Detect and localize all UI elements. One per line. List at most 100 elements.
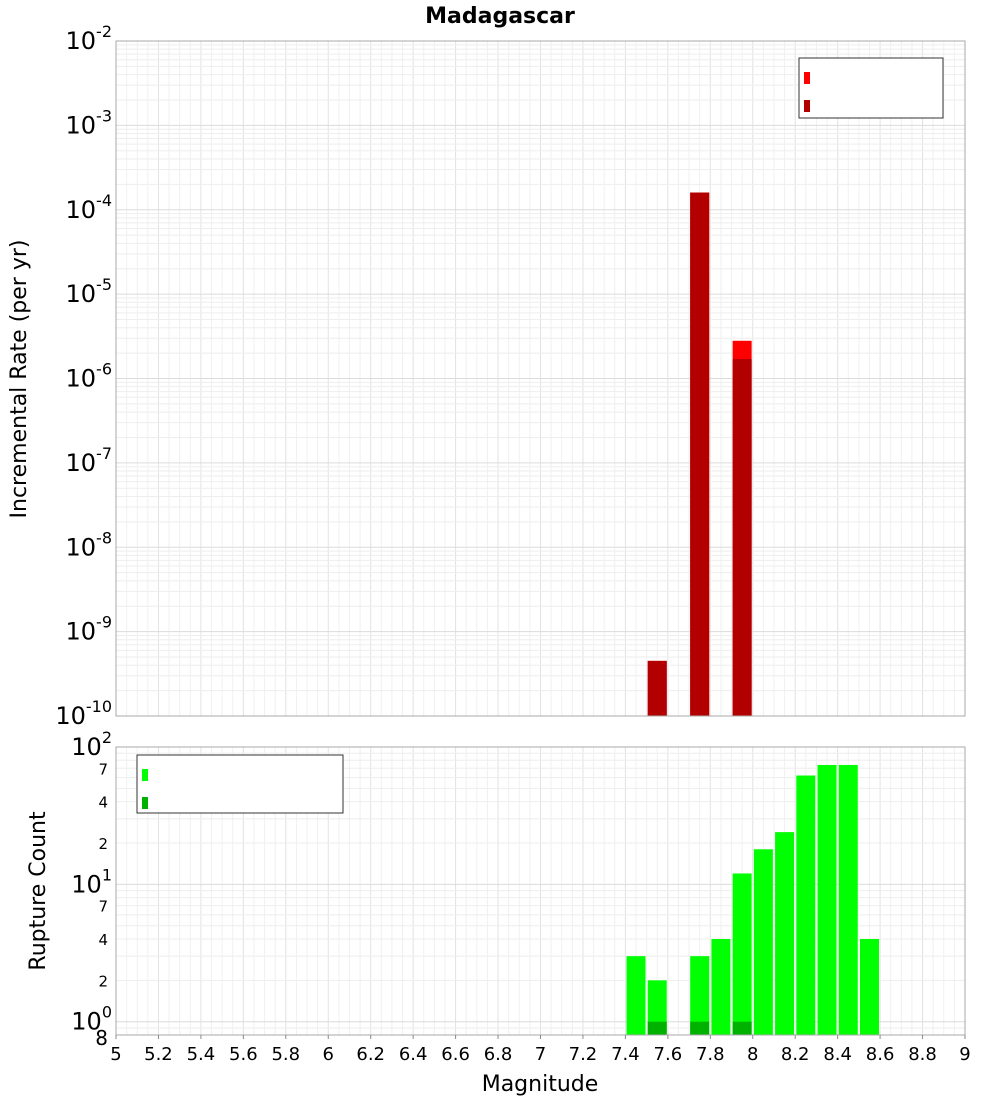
x-tick-label: 7.8 [696,1044,725,1065]
x-tick-label: 6 [323,1044,334,1065]
x-tick-label: 8.2 [781,1044,810,1065]
bottom-bar-available-ruptures [775,832,795,1035]
bottom-y-minor-tick-label: 4 [98,931,108,949]
top-y-tick-label: 10-6 [66,360,113,393]
bottom-bar-available-ruptures [732,873,752,1035]
bottom-y-major-tick-label: 102 [71,728,112,761]
bottom-bar-utilized-ruptures [647,1021,667,1035]
top-y-tick-label-exponent: -10 [86,697,112,716]
top-y-tick-label-base: 10 [66,280,97,308]
x-tick-labels: 5 5.2 5.4 5.6 5.8 6 6.2 6.4 6.6 6.8 7 7.2 7.4 7.6 7.8 8… [110,1035,971,1065]
bottom-y-minor-tick-label: 7 [98,760,108,778]
top-y-tick-label-base: 10 [66,533,97,561]
bottom-legend-swatch [142,769,148,781]
bottom-bar-available-ruptures [838,764,858,1035]
top-y-tick-label-base: 10 [66,449,97,477]
top-y-tick-label: 10-7 [66,444,113,477]
x-tick-label: 7.6 [654,1044,683,1065]
chart-title: Madagascar [425,4,575,29]
bottom-y-major-tick-label-exponent: 2 [102,728,112,747]
bottom-bar-available-ruptures [690,956,710,1035]
bottom-y-minor-tick-label: 7 [98,898,108,916]
top-legend-box [798,57,944,119]
bottom-y-major-tick-label-base: 10 [71,1008,102,1036]
x-tick-label: 6.2 [356,1044,385,1065]
x-tick-label: 5.2 [144,1044,173,1065]
top-y-tick-label-base: 10 [55,702,86,730]
top-y-tick-label-exponent: -7 [96,444,112,463]
x-tick-label: 5.6 [229,1044,258,1065]
bottom-y-minor-tick-label: 2 [98,972,108,990]
bottom-legend [136,754,344,814]
top-y-tick-label-exponent: -6 [96,360,112,379]
top-y-tick-label-exponent: -5 [96,275,112,294]
x-tick-label: 8 [747,1044,758,1065]
bottom-y-major-tick-label-base: 10 [71,870,102,898]
top-bar-nucleation [647,660,667,716]
x-tick-label: 7.2 [569,1044,598,1065]
bottom-bar-available-ruptures [626,956,646,1035]
x-tick-label: 7.4 [611,1044,640,1065]
x-tick-label: 6.4 [399,1044,428,1065]
top-y-tick-label: 10-8 [66,528,113,561]
bottom-bars [626,764,879,1035]
top-y-tick-label-exponent: -8 [96,528,112,547]
top-grid [115,40,966,717]
top-y-tick-label: 10-3 [66,106,113,139]
bottom-y-major-tick-label-exponent: 0 [102,1003,112,1022]
x-tick-label: 8.4 [823,1044,852,1065]
bottom-bar-utilized-ruptures [732,1021,752,1035]
top-bars [647,192,752,717]
bottom-y-axis-label: Rupture Count [26,811,51,971]
bottom-y-major-tick-label: 101 [71,865,112,898]
top-y-tick-label-base: 10 [66,111,97,139]
top-y-tick-label-base: 10 [66,365,97,393]
top-plot-frame [115,40,966,717]
bottom-bar-utilized-ruptures [690,1021,710,1035]
top-y-tick-label: 10-9 [66,613,113,646]
x-axis-label: Magnitude [482,1072,599,1097]
top-legend-swatch [804,100,810,112]
bottom-bar-available-ruptures [859,939,879,1035]
top-bar-nucleation [690,192,710,717]
top-legend-swatch [804,72,810,84]
bottom-y-major-tick-label: 100 [71,1003,112,1036]
x-tick-label: 5.4 [187,1044,216,1065]
top-y-tick-label: 10-4 [66,191,113,224]
x-tick-label: 5 [110,1044,121,1065]
bottom-bar-available-ruptures [647,980,667,1035]
x-tick-label: 5.8 [271,1044,300,1065]
bottom-legend-box [136,754,344,814]
x-tick-label: 6.6 [441,1044,470,1065]
bottom-legend-swatch [142,797,148,809]
top-y-tick-label-base: 10 [66,27,97,55]
top-legend [798,57,944,119]
bottom-bar-available-ruptures [817,764,837,1035]
bottom-y-major-tick-label-base: 10 [71,733,102,761]
x-tick-label: 9 [959,1044,970,1065]
x-tick-label: 6.8 [484,1044,513,1065]
top-y-tick-label: 10-10 [55,697,112,730]
bottom-y-minor-tick-label: 4 [98,794,108,812]
top-y-tick-label: 10-2 [66,22,113,55]
top-y-tick-label-exponent: -3 [96,106,112,125]
bottom-bar-available-ruptures [753,849,773,1035]
bottom-y-minor-tick-label: 2 [98,835,108,853]
bottom-bar-available-ruptures [711,939,731,1035]
top-y-tick-label: 10-5 [66,275,113,308]
top-y-tick-label-exponent: -4 [96,191,112,210]
top-y-axis-label: Incremental Rate (per yr) [7,240,32,519]
top-y-tick-label-base: 10 [66,618,97,646]
top-bar-nucleation [732,359,752,716]
bottom-y-major-tick-label-exponent: 1 [102,865,112,884]
x-tick-label: 8.6 [866,1044,895,1065]
top-y-tick-label-exponent: -9 [96,613,112,632]
bottom-y-minor-tick-label: 8 [95,1026,108,1050]
x-tick-label: 8.8 [908,1044,937,1065]
top-y-tick-label-base: 10 [66,196,97,224]
x-tick-label: 7 [535,1044,546,1065]
